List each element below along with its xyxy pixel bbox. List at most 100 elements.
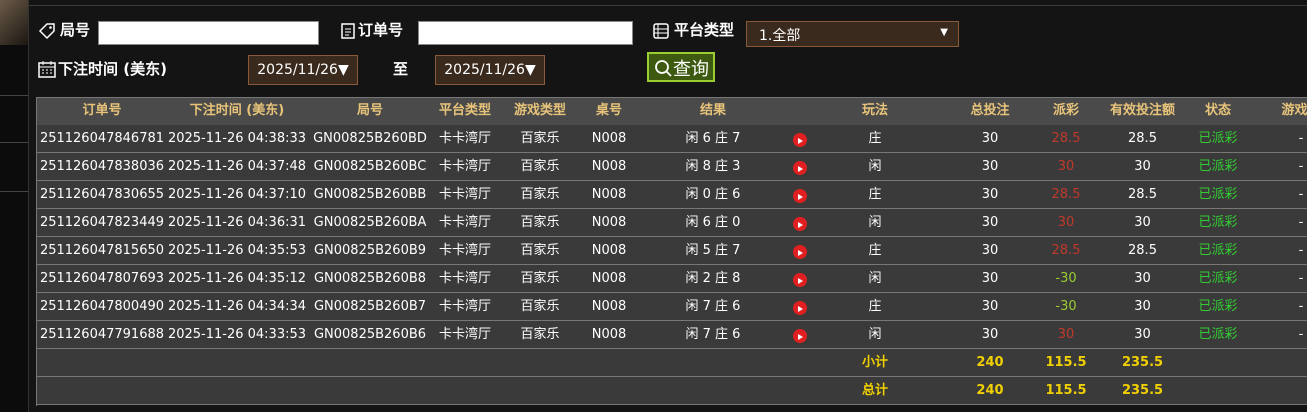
table-cell: 251126047838036 (39, 159, 165, 174)
table-cell: - (1298, 327, 1304, 342)
query-button[interactable]: 查询 (647, 52, 715, 82)
list-icon (653, 23, 669, 39)
platform-select[interactable]: 1.全部 ▼ (746, 21, 959, 47)
summary-total-bet: 240 (976, 383, 1004, 398)
table-cell: 闲 (868, 327, 882, 342)
table-cell: - (1298, 187, 1304, 202)
play-glyph (798, 138, 803, 144)
date-to[interactable]: 2025/11/26▼ (435, 55, 545, 85)
table-cell: 闲 6 庄 7 (685, 131, 741, 146)
table-cell: 2025-11-26 04:34:34 (167, 299, 307, 314)
table-cell: 闲 0 庄 6 (685, 187, 741, 202)
table-cell: 30 (981, 159, 999, 174)
table-row (37, 237, 1307, 265)
table-cell: GN00825B260BB (313, 187, 427, 202)
table-cell: 卡卡湾厅 (438, 187, 491, 202)
table-cell: N008 (591, 215, 627, 230)
summary-payout: 115.5 (1045, 383, 1087, 398)
table-cell: 2025-11-26 04:38:33 (167, 131, 307, 146)
summary-label: 小计 (861, 355, 888, 370)
table-cell: 30 (981, 271, 999, 286)
table-cell: - (1298, 215, 1304, 230)
table-cell: 2025-11-26 04:33:53 (167, 327, 307, 342)
table-cell: 2025-11-26 04:37:48 (167, 159, 307, 174)
column-header: 游戏桌 (1281, 103, 1307, 118)
order-input[interactable] (418, 21, 633, 45)
table-cell: 251126047830655 (39, 187, 165, 202)
play-glyph (798, 166, 803, 172)
summary-payout: 115.5 (1045, 355, 1087, 370)
video-icon (793, 133, 807, 147)
summary-row (37, 349, 1307, 377)
table-cell: 卡卡湾厅 (438, 271, 491, 286)
table-cell: 闲 8 庄 3 (685, 159, 741, 174)
table-cell: N008 (591, 159, 627, 174)
table-cell: 闲 (868, 271, 882, 286)
summary-total-bet: 240 (976, 355, 1004, 370)
column-header: 派彩 (1052, 103, 1079, 118)
table-cell: - (1298, 299, 1304, 314)
round-input[interactable] (98, 21, 319, 45)
table-cell: 251126047823449 (39, 215, 165, 230)
table-cell: 庄 (868, 299, 882, 314)
table-cell: 30 (981, 131, 999, 146)
column-header: 游戏类型 (513, 103, 566, 118)
play-glyph (798, 194, 803, 200)
table-cell: GN00825B260B6 (313, 327, 427, 342)
date-from[interactable]: 2025/11/26▼ (248, 55, 358, 85)
table-cell: - (1298, 131, 1304, 146)
date-to-value: 2025/11/26 (444, 62, 525, 78)
table-row (37, 125, 1307, 153)
table-cell: 30 (981, 327, 999, 342)
doc-icon (341, 23, 355, 39)
table-cell: 30 (981, 243, 999, 258)
column-header: 状态 (1204, 103, 1231, 118)
table-cell: 30 (1057, 159, 1075, 174)
table-cell: 已派彩 (1198, 187, 1238, 202)
video-icon (793, 161, 807, 175)
table-cell: GN00825B260B7 (313, 299, 427, 314)
table-cell: 百家乐 (520, 243, 560, 258)
table-cell: 251126047791688 (39, 327, 165, 342)
table-cell: N008 (591, 243, 627, 258)
table-cell: 30 (1057, 327, 1075, 342)
table-cell: 251126047800490 (39, 299, 165, 314)
table-cell: 251126047815650 (39, 243, 165, 258)
table-cell: 2025-11-26 04:35:12 (167, 271, 307, 286)
table-cell: 30 (1057, 215, 1075, 230)
table-cell: 百家乐 (520, 215, 560, 230)
dropdown-arrow: ▼ (337, 62, 349, 78)
table-cell: 28.5 (1128, 187, 1157, 202)
table-cell: 闲 7 庄 6 (685, 327, 741, 342)
table-cell: 28.5 (1051, 243, 1081, 258)
table-cell: 已派彩 (1198, 299, 1238, 314)
table-cell: 已派彩 (1198, 271, 1238, 286)
table-cell: GN00825B260BC (313, 159, 427, 174)
column-header: 有效投注额 (1109, 103, 1175, 118)
table-cell: GN00825B260B9 (313, 243, 427, 258)
table-cell: 251126047846781 (39, 131, 165, 146)
table-cell: 2025-11-26 04:36:31 (167, 215, 307, 230)
table-cell: 闲 5 庄 7 (685, 243, 741, 258)
table-cell: 30 (1134, 159, 1151, 174)
table-cell: 百家乐 (520, 187, 560, 202)
table-cell: 百家乐 (520, 271, 560, 286)
table-row (37, 153, 1307, 181)
platform-value: 1.全部 (759, 28, 801, 44)
column-header: 结果 (699, 103, 726, 118)
column-header: 玩法 (861, 103, 888, 118)
search-icon (655, 60, 672, 77)
play-glyph (798, 278, 803, 284)
column-header: 下注时间 (美东) (189, 103, 285, 118)
table-cell: - (1298, 271, 1304, 286)
round-label: 局号 (60, 21, 91, 39)
table-cell: 已派彩 (1198, 131, 1238, 146)
table-cell: -30 (1055, 299, 1077, 314)
table-cell: 百家乐 (520, 327, 560, 342)
video-icon (793, 301, 807, 315)
table-cell: 2025-11-26 04:37:10 (167, 187, 307, 202)
time-label: 下注时间 (美东) (58, 60, 167, 78)
table-left-border (36, 97, 37, 406)
summary-valid-bet: 235.5 (1121, 383, 1164, 398)
